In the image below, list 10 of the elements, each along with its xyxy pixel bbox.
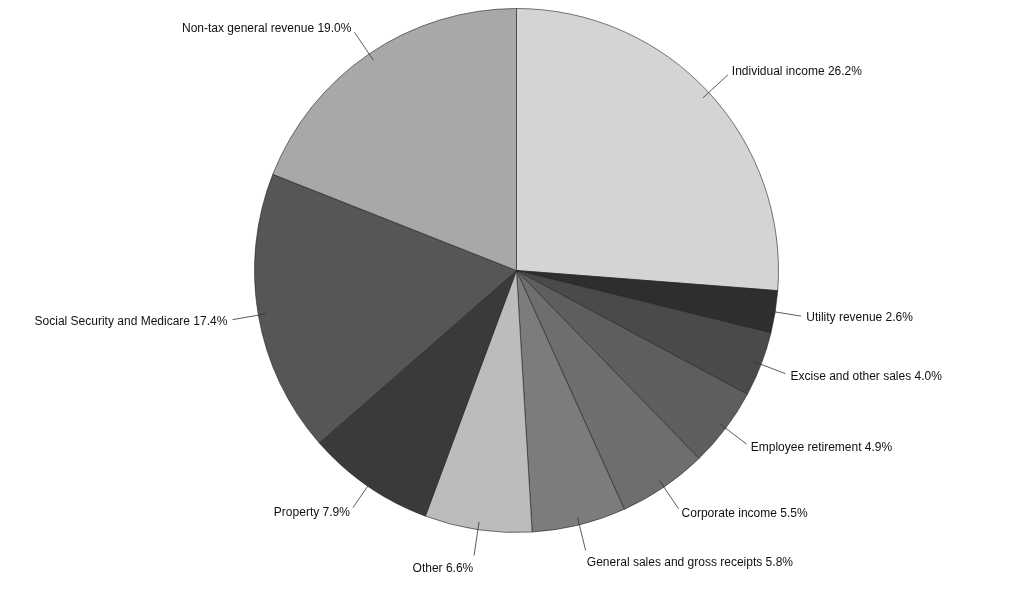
slice-label: General sales and gross receipts 5.8% [586,555,794,570]
slice-label: Utility revenue 2.6% [806,309,914,324]
slice-label: Employee retirement 4.9% [750,440,893,455]
slice-label: Property 7.9% [273,505,351,520]
slice-label: Other 6.6% [412,560,474,575]
slice-label: Excise and other sales 4.0% [790,368,943,383]
slice-label: Individual income 26.2% [731,64,863,79]
slice-label: Social Security and Medicare 17.4% [34,313,228,328]
slice-label: Non-tax general revenue 19.0% [181,20,352,35]
slice-label: Corporate income 5.5% [681,506,808,521]
